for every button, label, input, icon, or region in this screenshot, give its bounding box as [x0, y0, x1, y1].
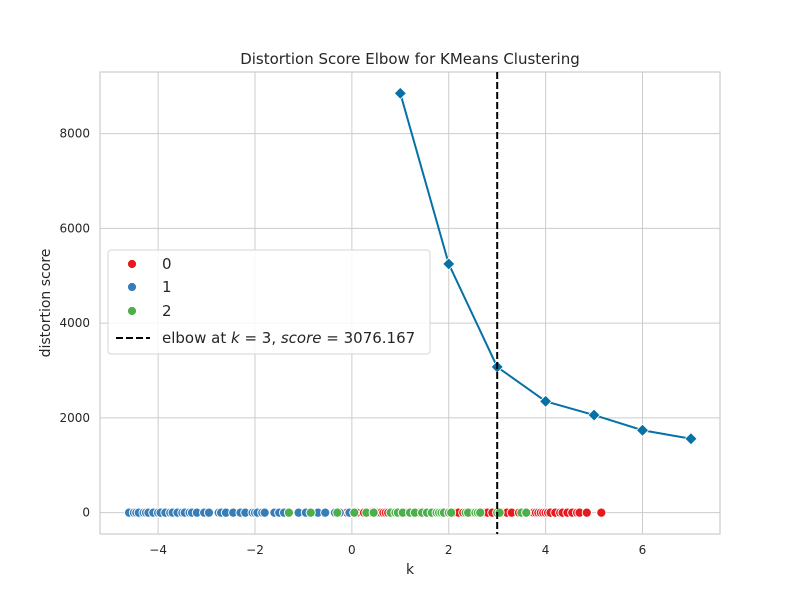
- chart-title: Distortion Score Elbow for KMeans Cluste…: [240, 50, 580, 68]
- cluster-1-point: [259, 507, 270, 518]
- cluster-2-point: [446, 507, 457, 518]
- legend-box: [107, 249, 431, 355]
- cluster-0-point: [596, 507, 607, 518]
- cluster-1-point: [203, 507, 215, 518]
- cluster-2-point: [305, 507, 316, 518]
- legend: 0 1 2 elbow at k = 3, score = 3076.167: [107, 249, 431, 355]
- cluster-2-point: [521, 507, 532, 518]
- y-tick-label: 0: [82, 506, 90, 520]
- distortion-point: [684, 432, 698, 446]
- x-tick-label: −2: [246, 543, 264, 557]
- cluster-2-point: [368, 507, 379, 518]
- x-tick-label: 0: [348, 543, 356, 557]
- y-tick-label: 2000: [59, 411, 90, 425]
- distortion-point: [587, 408, 601, 422]
- x-tick-label: 4: [542, 543, 550, 557]
- x-tick-label: 6: [639, 543, 647, 557]
- distortion-point: [393, 86, 407, 100]
- plot-frame: [99, 71, 721, 535]
- cluster-2-point: [475, 507, 486, 518]
- legend-label-0: 0: [162, 255, 172, 273]
- cluster-0-point: [581, 507, 592, 518]
- legend-label-elbow: elbow at k = 3, score = 3076.167: [162, 329, 415, 347]
- distortion-point: [539, 394, 553, 408]
- y-tick-label: 4000: [59, 316, 90, 330]
- x-axis-label: k: [406, 562, 415, 578]
- cluster-2-point: [283, 507, 294, 518]
- distortion-point: [442, 257, 456, 271]
- scatter-points: [124, 507, 607, 518]
- legend-marker-0: [127, 259, 137, 269]
- y-tick-label: 6000: [59, 221, 90, 235]
- legend-label-2: 2: [162, 302, 172, 320]
- cluster-2-point: [349, 507, 360, 518]
- x-tick-label: 2: [445, 543, 453, 557]
- legend-marker-1: [127, 282, 137, 292]
- y-axis-label: distortion score: [38, 249, 54, 358]
- distortion-point: [635, 423, 650, 437]
- cluster-1-point: [320, 507, 331, 518]
- cluster-2-point: [332, 507, 343, 518]
- legend-label-1: 1: [162, 278, 172, 296]
- y-tick-label: 8000: [59, 127, 90, 141]
- legend-marker-2: [127, 306, 137, 316]
- x-tick-label: −4: [149, 543, 167, 557]
- distortion-line: [393, 86, 698, 446]
- tick-labels: −4 −2 0 2 4 6 0 2000 4000 6000 8000: [59, 127, 646, 557]
